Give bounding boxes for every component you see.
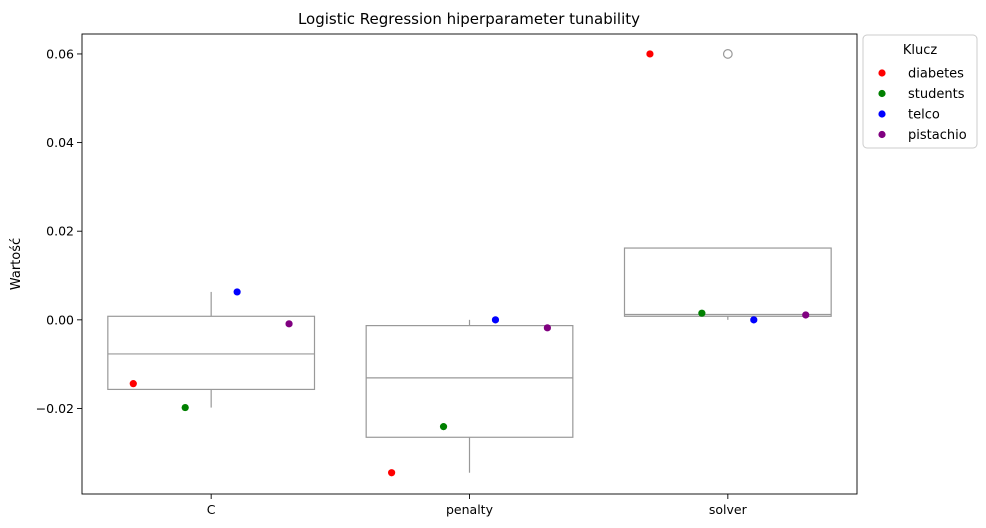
legend-label-students: students <box>908 87 965 102</box>
legend-marker-pistachio <box>878 130 886 139</box>
data-point-pistachio <box>802 311 810 319</box>
data-point-students <box>439 423 448 431</box>
y-tick-label: 0.00 <box>46 312 74 327</box>
legend-label-telco: telco <box>908 108 940 123</box>
box-outlier <box>722 49 733 59</box>
legend-title: Klucz <box>903 43 938 58</box>
x-tick-label: penalty <box>446 502 494 517</box>
data-point-students <box>181 403 189 412</box>
box-body <box>365 324 574 438</box>
legend-label-diabetes: diabetes <box>908 67 964 82</box>
data-point-pistachio <box>285 320 293 328</box>
legend-frame <box>862 34 978 149</box>
y-tick-label: −0.02 <box>36 401 74 416</box>
legend-marker-diabetes <box>878 69 886 77</box>
box-body <box>107 315 316 391</box>
y-tick-label: 0.02 <box>46 224 74 239</box>
box-body <box>623 247 832 317</box>
x-tick-label: solver <box>709 502 748 517</box>
legend: Klucz diabetes students telco pistachio <box>862 34 978 149</box>
y-tick-label: 0.06 <box>46 46 74 61</box>
data-point-telco <box>233 288 241 296</box>
y-axis-label: Wartość <box>9 238 24 290</box>
data-point-diabetes <box>129 380 137 388</box>
legend-marker-students <box>878 89 886 98</box>
data-point-pistachio <box>543 324 551 332</box>
data-point-telco <box>750 316 758 324</box>
chart-title: Logistic Regression hiperparameter tunab… <box>298 10 640 28</box>
data-point-diabetes <box>388 469 396 477</box>
data-point-students <box>698 309 706 317</box>
data-point-telco <box>491 316 500 324</box>
x-tick-label: C <box>207 502 216 517</box>
legend-marker-telco <box>878 110 886 118</box>
legend-label-pistachio: pistachio <box>908 128 967 143</box>
y-tick-label: 0.04 <box>46 135 74 150</box>
plot-frame <box>81 33 858 495</box>
data-point-diabetes <box>646 50 654 58</box>
